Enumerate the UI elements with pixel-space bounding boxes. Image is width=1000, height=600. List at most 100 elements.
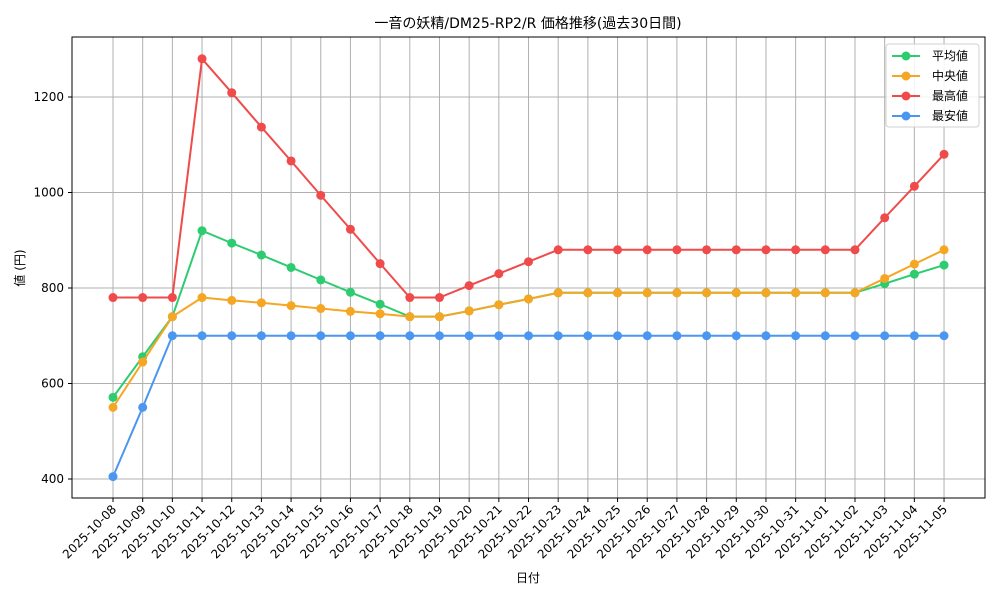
data-point (227, 238, 237, 248)
data-point (345, 287, 355, 297)
y-tick-label: 800 (41, 281, 64, 295)
data-point (880, 213, 890, 223)
data-point (316, 190, 326, 200)
data-point (494, 269, 504, 279)
data-point (464, 331, 474, 341)
data-point (672, 288, 682, 298)
data-point (108, 293, 118, 303)
data-point (791, 331, 801, 341)
data-point (880, 273, 890, 283)
data-point (909, 331, 919, 341)
data-point (583, 245, 593, 255)
data-point (286, 331, 296, 341)
data-point (108, 392, 118, 402)
data-point (108, 402, 118, 412)
data-point (850, 245, 860, 255)
data-point (286, 156, 296, 166)
data-point (494, 331, 504, 341)
chart-title: 一音の妖精/DM25-RP2/R 価格推移(過去30日間) (374, 15, 681, 32)
data-point (613, 245, 623, 255)
legend-item: 中央値 (892, 68, 968, 83)
data-point (227, 295, 237, 305)
data-point (939, 245, 949, 255)
data-point (138, 357, 148, 367)
data-point (553, 331, 563, 341)
data-point (761, 288, 771, 298)
data-point (672, 245, 682, 255)
data-point (375, 259, 385, 269)
y-tick-label: 1000 (33, 186, 64, 200)
data-point (761, 331, 771, 341)
legend-label: 平均値 (932, 48, 968, 63)
grid-lines (72, 37, 985, 498)
legend-label: 最高値 (932, 88, 968, 103)
legend-label: 中央値 (932, 68, 968, 83)
data-point (256, 331, 266, 341)
data-point (227, 331, 237, 341)
x-axis-label: 日付 (516, 571, 540, 585)
data-point (345, 306, 355, 316)
data-point (167, 312, 177, 322)
data-point (880, 331, 890, 341)
data-point (642, 331, 652, 341)
data-point (613, 288, 623, 298)
data-point (197, 293, 207, 303)
data-point (167, 331, 177, 341)
legend-item: 最高値 (892, 88, 968, 103)
y-tick-label: 400 (41, 472, 64, 486)
data-point (464, 306, 474, 316)
y-tick-label: 600 (41, 377, 64, 391)
y-tick-label: 1200 (33, 90, 64, 104)
data-point (256, 122, 266, 132)
data-point (375, 299, 385, 309)
data-point (405, 312, 415, 322)
data-point (791, 245, 801, 255)
data-point (138, 402, 148, 412)
data-point (702, 331, 712, 341)
data-point (434, 312, 444, 322)
data-point (939, 331, 949, 341)
data-point (316, 331, 326, 341)
data-point (316, 304, 326, 314)
data-point (227, 88, 237, 98)
data-point (524, 294, 534, 304)
data-point (375, 309, 385, 319)
series-layer (108, 54, 949, 482)
data-point (494, 300, 504, 310)
y-axis: 400 600 800 1000 1200 (33, 90, 72, 486)
legend-item: 平均値 (892, 48, 968, 63)
data-point (731, 245, 741, 255)
data-point (820, 331, 830, 341)
data-point (167, 293, 177, 303)
data-point (672, 331, 682, 341)
data-point (583, 331, 593, 341)
data-point (197, 54, 207, 64)
data-point (761, 245, 771, 255)
data-point (731, 331, 741, 341)
data-point (553, 245, 563, 255)
data-point (702, 245, 712, 255)
x-axis: 2025-10-082025-10-092025-10-102025-10-11… (60, 498, 950, 561)
data-point (316, 275, 326, 285)
data-point (791, 288, 801, 298)
y-axis-label: 値 (円) (12, 249, 27, 286)
data-point (434, 331, 444, 341)
data-point (850, 288, 860, 298)
data-point (138, 293, 148, 303)
data-point (553, 288, 563, 298)
data-point (375, 331, 385, 341)
data-point (850, 331, 860, 341)
data-point (286, 301, 296, 311)
data-point (405, 331, 415, 341)
series-line (108, 331, 949, 482)
data-point (909, 259, 919, 269)
data-point (820, 245, 830, 255)
data-point (464, 281, 474, 291)
data-point (256, 250, 266, 260)
data-point (613, 331, 623, 341)
data-point (939, 149, 949, 159)
data-point (909, 269, 919, 279)
data-point (197, 331, 207, 341)
data-point (731, 288, 741, 298)
